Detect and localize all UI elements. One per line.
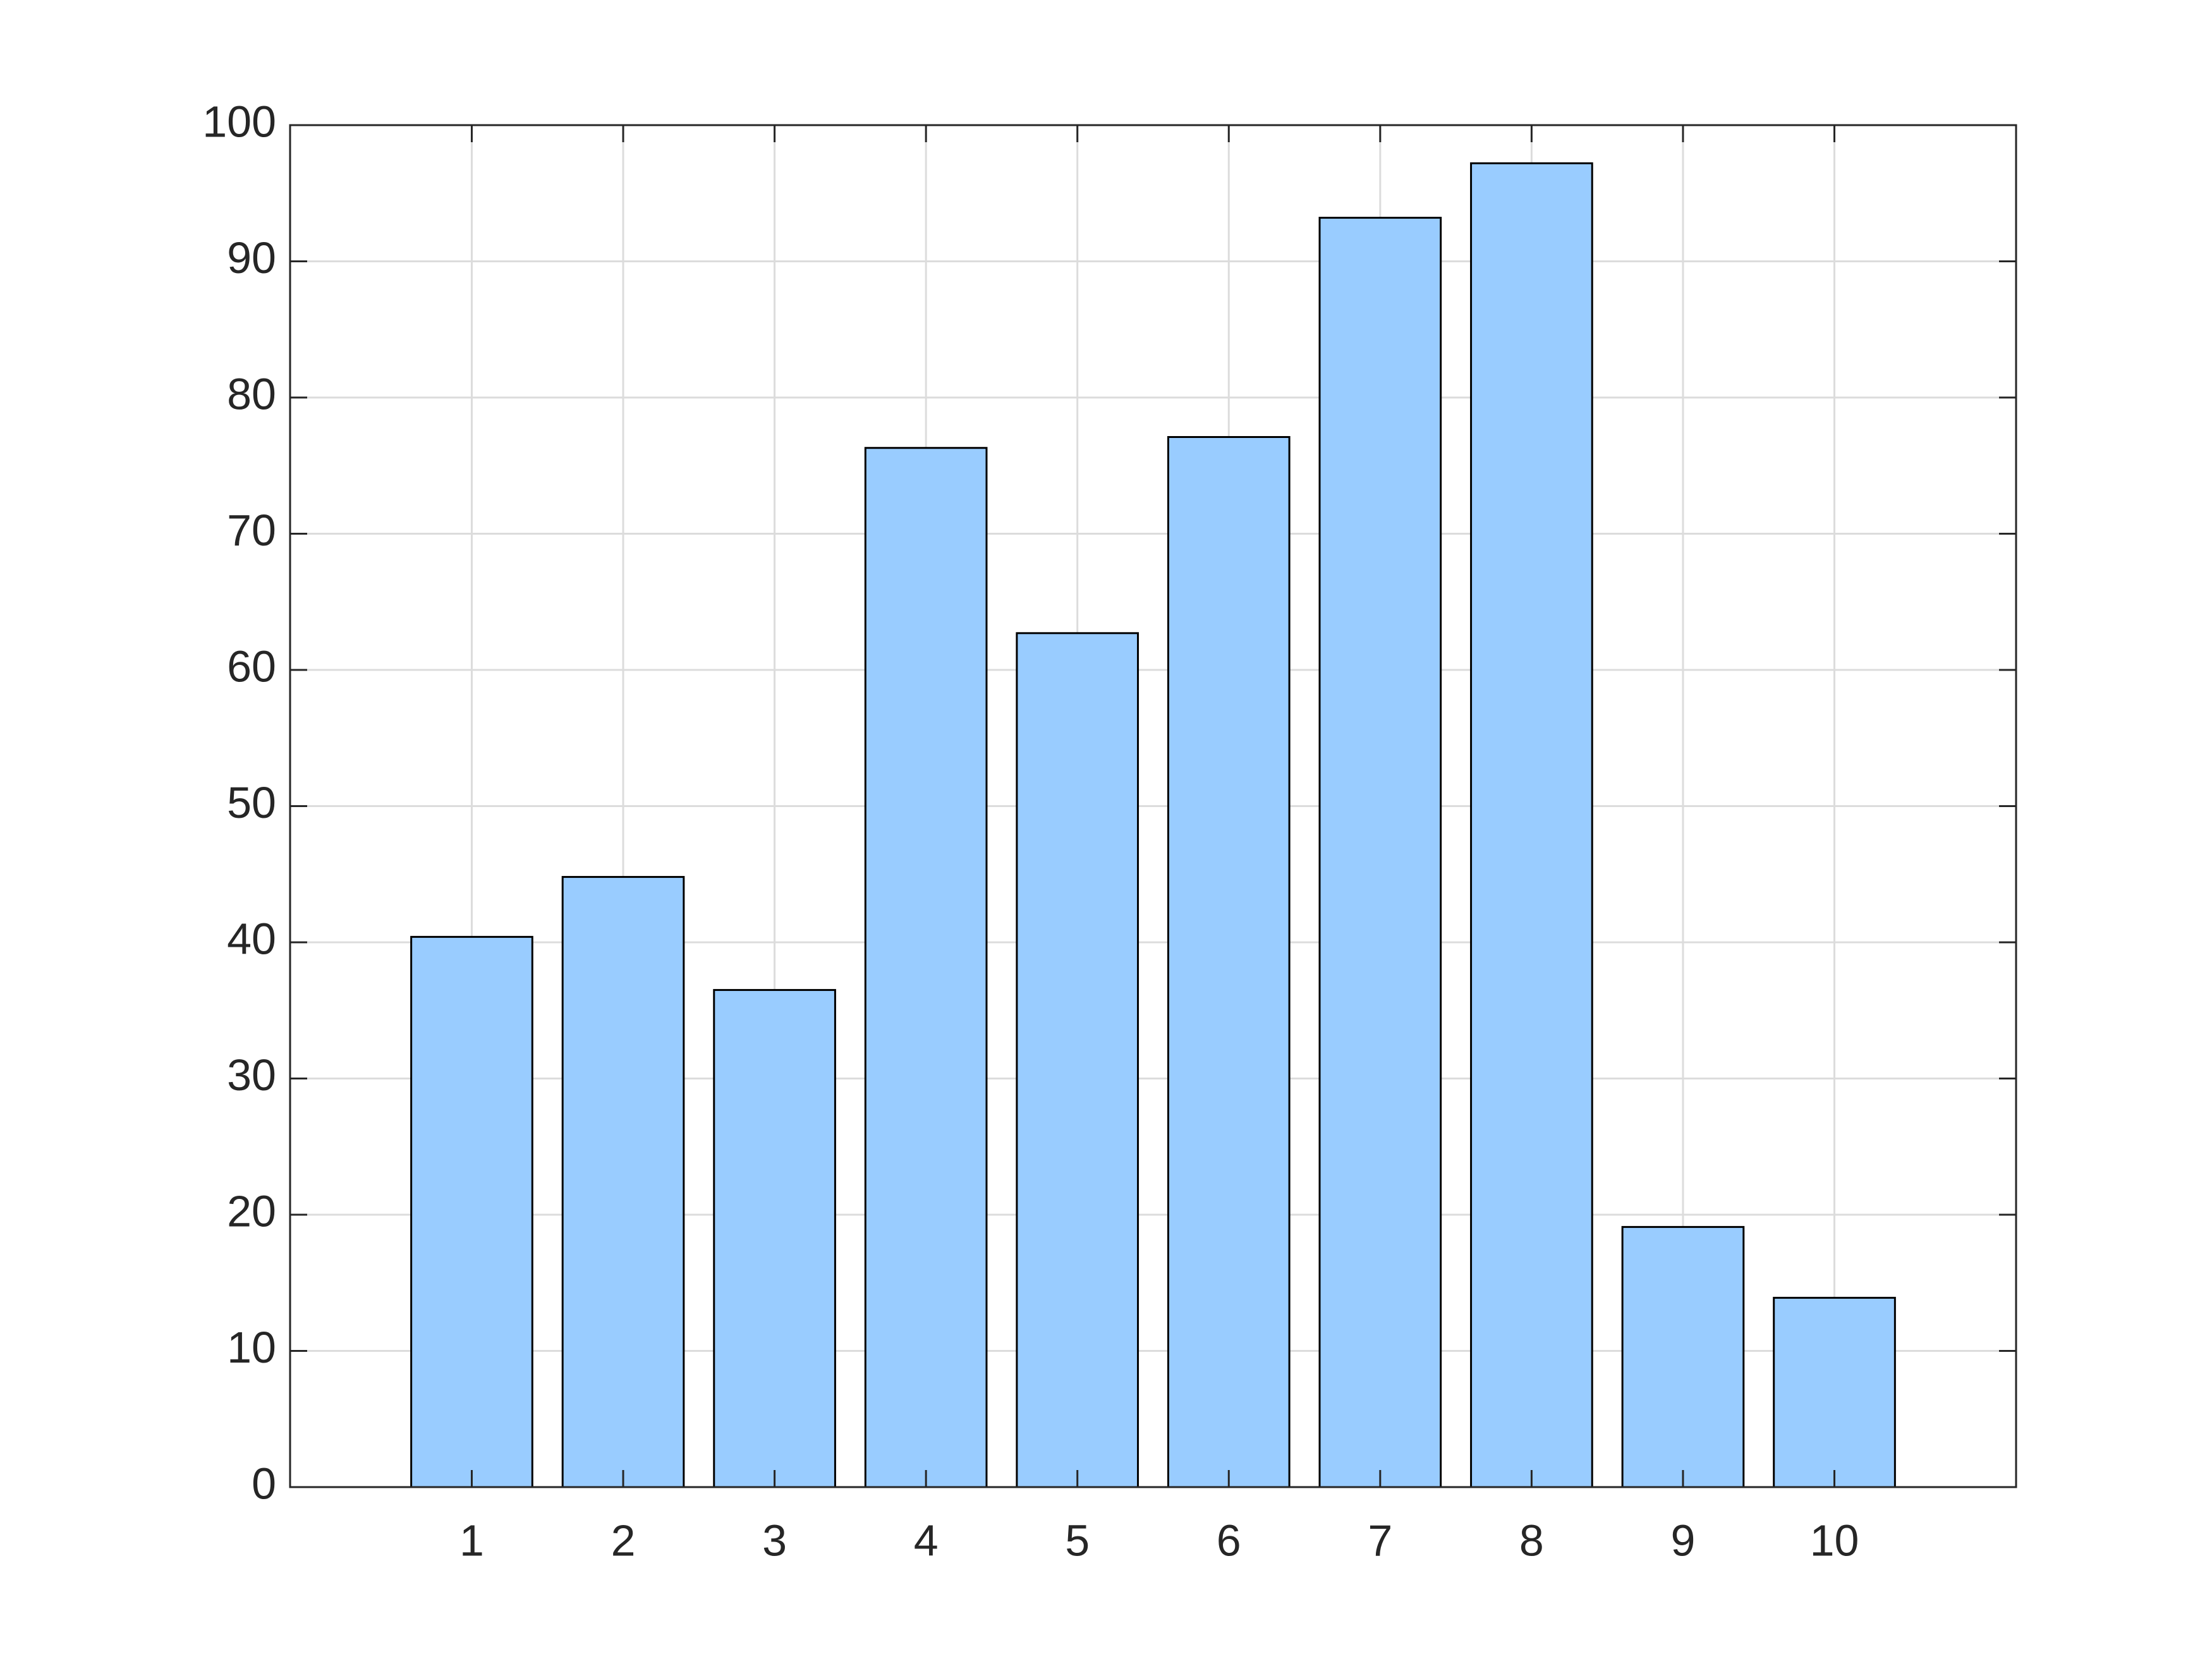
- y-tick-label: 50: [227, 778, 276, 827]
- x-tick-label: 5: [1065, 1516, 1090, 1565]
- x-tick-label: 8: [1519, 1516, 1544, 1565]
- y-tick-label: 40: [227, 914, 276, 963]
- y-tick-label: 30: [227, 1050, 276, 1100]
- bar: [864, 447, 988, 1488]
- x-tick-label: 2: [611, 1516, 636, 1565]
- axes-box: [289, 124, 2017, 1488]
- y-tick-label: 10: [227, 1323, 276, 1372]
- bar: [1470, 162, 1593, 1488]
- bar: [1318, 217, 1442, 1488]
- x-tick-label: 4: [914, 1516, 939, 1565]
- bar: [1016, 632, 1139, 1488]
- bar: [713, 988, 836, 1488]
- x-tick-label: 7: [1368, 1516, 1392, 1565]
- y-tick-label: 20: [227, 1186, 276, 1236]
- y-tick-label: 90: [227, 233, 276, 283]
- bar: [561, 876, 685, 1488]
- x-tick-label: 1: [459, 1516, 484, 1565]
- axes: 0 10 20 30 40 50 60 70 80 90 100 1 2 3 4 5 6 7 8 9 10: [202, 97, 2017, 1565]
- x-tick-label: 10: [1810, 1516, 1859, 1565]
- y-tick-label: 100: [202, 97, 276, 146]
- x-tick-label: 9: [1670, 1516, 1695, 1565]
- bar: [1621, 1225, 1745, 1488]
- bar: [410, 935, 533, 1488]
- x-tick-label: 6: [1217, 1516, 1241, 1565]
- bar: [1167, 435, 1291, 1488]
- y-tick-label: 0: [252, 1459, 276, 1508]
- bar: [1773, 1296, 1896, 1488]
- y-tick-label: 70: [227, 506, 276, 555]
- x-tick-label: 3: [762, 1516, 787, 1565]
- bars: [410, 162, 1896, 1488]
- y-tick-label: 80: [227, 369, 276, 418]
- y-tick-label: 60: [227, 641, 276, 691]
